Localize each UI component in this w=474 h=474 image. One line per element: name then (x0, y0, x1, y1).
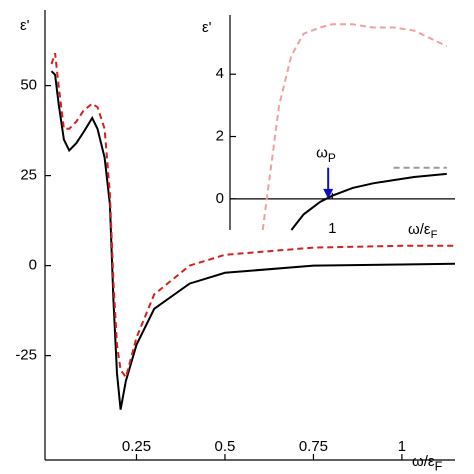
x-tick-label: 0.25 (122, 438, 151, 455)
annotation-label-main: ω (316, 145, 328, 162)
x-axis-label: ω/εF (408, 221, 438, 241)
x-tick-label: 1 (398, 438, 406, 455)
y-tick-label: 0 (29, 257, 37, 274)
y-tick-label: 50 (20, 77, 37, 94)
y-axis-label-main: ε' (202, 19, 212, 36)
annotation-arrowhead (323, 188, 334, 199)
x-tick-label: 0.75 (299, 438, 328, 455)
x-axis-label-sub: F (431, 229, 438, 241)
y-tick-label: 4 (216, 65, 224, 82)
x-tick-label: 1 (328, 220, 336, 237)
y-tick-label: 2 (216, 127, 224, 144)
y-axis-label-main: ε' (20, 17, 30, 34)
y-tick-label: 25 (20, 167, 37, 184)
series-line (50, 70, 456, 410)
annotation-label-sub: P (328, 151, 336, 165)
series-line (290, 172, 447, 231)
x-axis-label: ω/εF (412, 453, 443, 474)
x-axis-label-main: ω/ε (412, 453, 435, 470)
x-axis-label-main: ω/ε (408, 221, 431, 238)
series-line (50, 52, 455, 380)
y-tick-label: -25 (15, 347, 37, 364)
y-axis-label: ε' (20, 17, 30, 34)
x-tick-label: 0.5 (215, 438, 236, 455)
annotation-label: ωP (316, 145, 336, 165)
y-axis-label: ε' (202, 19, 212, 36)
series-line (261, 23, 448, 231)
y-tick-label: 0 (216, 190, 224, 207)
x-axis-label-sub: F (435, 460, 443, 474)
